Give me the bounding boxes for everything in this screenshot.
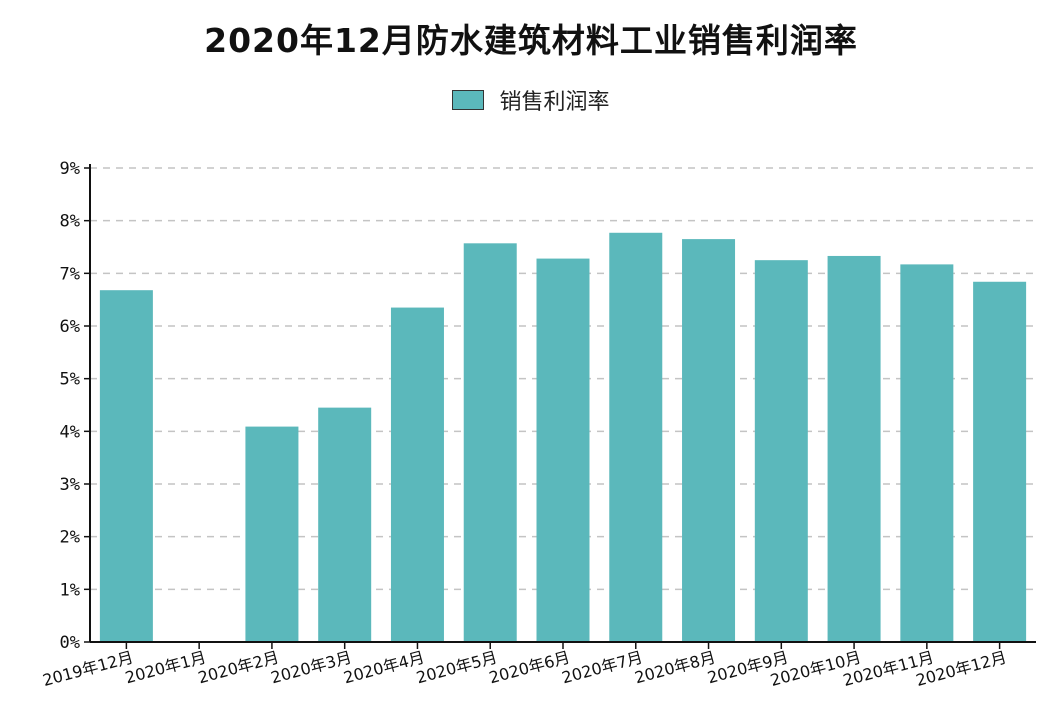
x-tick-label: 2020年2月	[196, 648, 281, 688]
bar	[390, 307, 444, 642]
legend-swatch	[452, 90, 485, 110]
x-tick-label: 2020年7月	[560, 648, 645, 688]
y-tick-label: 5%	[60, 370, 80, 390]
x-tick-label: 2020年3月	[269, 648, 354, 688]
y-tick-label: 8%	[60, 212, 80, 232]
y-tick-label: 4%	[60, 422, 80, 442]
bar	[900, 264, 954, 642]
bar	[463, 243, 517, 642]
y-tick-label: 3%	[60, 475, 80, 495]
y-tick-label: 7%	[60, 264, 80, 284]
x-tick-label: 2019年12月	[41, 648, 136, 690]
bar	[682, 239, 736, 642]
bar	[754, 260, 808, 642]
legend-label: 销售利润率	[499, 90, 610, 115]
bar	[609, 232, 663, 642]
bar	[99, 290, 153, 642]
x-tick-label: 2020年5月	[414, 648, 499, 688]
bar	[973, 281, 1027, 642]
y-tick-label: 2%	[60, 528, 80, 548]
bar	[827, 255, 881, 642]
bar	[245, 426, 299, 642]
x-tick-label: 2020年8月	[633, 648, 718, 688]
chart-title: 2020年12月防水建筑材料工业销售利润率	[204, 21, 858, 60]
y-tick-label: 0%	[60, 633, 80, 653]
legend: 销售利润率	[0, 84, 1062, 116]
x-tick-label: 2020年1月	[123, 648, 208, 688]
bar	[536, 258, 590, 642]
y-tick-label: 1%	[60, 580, 80, 600]
y-tick-label: 6%	[60, 317, 80, 337]
x-tick-label: 2020年4月	[341, 648, 426, 688]
x-tick-label: 2020年6月	[487, 648, 572, 688]
bar	[318, 407, 372, 642]
y-tick-label: 9%	[60, 159, 80, 179]
